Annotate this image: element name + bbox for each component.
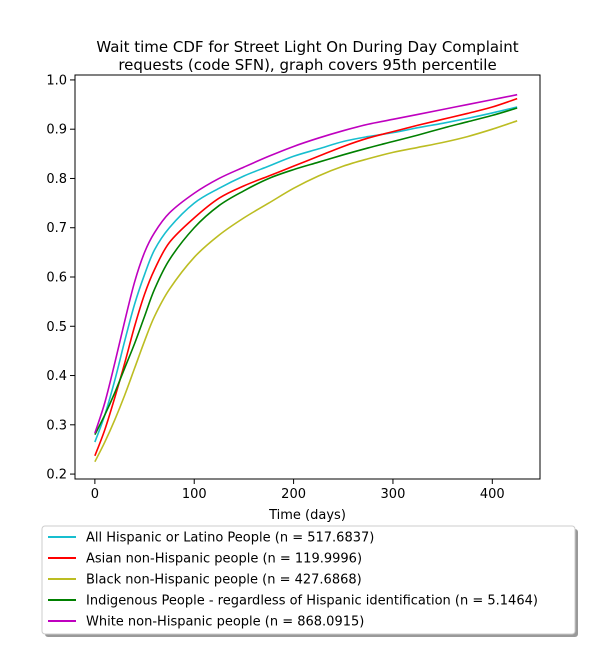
x-tick-label: 200: [281, 487, 306, 502]
x-tick-label: 100: [182, 487, 207, 502]
x-tick-label: 300: [381, 487, 406, 502]
y-tick-label: 0.5: [46, 320, 67, 335]
y-tick-label: 0.3: [46, 418, 67, 433]
legend-label: Asian non-Hispanic people (n = 119.9996): [86, 552, 362, 567]
series-line-1: [94, 106, 518, 443]
series-line-3: [94, 120, 518, 463]
legend-label: White non-Hispanic people (n = 868.0915): [86, 615, 364, 630]
y-tick-label: 0.6: [46, 271, 67, 286]
legend-label: Indigenous People - regardless of Hispan…: [86, 594, 538, 609]
y-tick-label: 0.7: [46, 221, 67, 236]
series-line-2: [94, 97, 518, 457]
y-tick-label: 0.2: [46, 468, 67, 483]
y-tick-label: 1.0: [46, 73, 67, 88]
legend-box: [41, 525, 576, 635]
axis-ticks: 0 100 200 300 400 0.2 0.3 0.4 0.5 0.6 0.7 0.8 0.9 1.0: [46, 73, 504, 502]
series-line-4: [94, 107, 518, 436]
legend-label: All Hispanic or Latino People (n = 517.6…: [86, 531, 374, 546]
y-tick-label: 0.8: [46, 172, 67, 187]
legend-label: Black non-Hispanic people (n = 427.6868): [86, 573, 362, 588]
y-tick-label: 0.4: [46, 369, 67, 384]
chart-title-line-2: requests (code SFN), graph covers 95th p…: [118, 56, 496, 74]
x-tick-label: 400: [480, 487, 505, 502]
y-tick-label: 0.9: [46, 123, 67, 138]
x-axis-label: Time (days): [268, 508, 346, 523]
chart-title-line-1: Wait time CDF for Street Light On During…: [96, 38, 518, 56]
legend: All Hispanic or Latino People (n = 517.6…: [41, 525, 578, 637]
series-line-5: [94, 93, 518, 434]
x-tick-label: 0: [91, 487, 99, 502]
series-lines: [94, 93, 518, 463]
